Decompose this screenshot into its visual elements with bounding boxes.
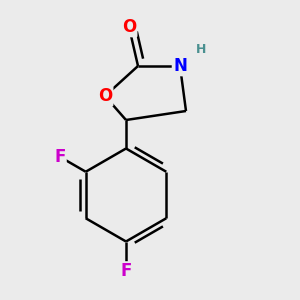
Text: F: F xyxy=(120,262,132,280)
Text: F: F xyxy=(54,148,65,166)
Text: O: O xyxy=(122,18,136,36)
Text: N: N xyxy=(173,57,187,75)
Text: H: H xyxy=(196,43,206,56)
Text: O: O xyxy=(98,87,112,105)
